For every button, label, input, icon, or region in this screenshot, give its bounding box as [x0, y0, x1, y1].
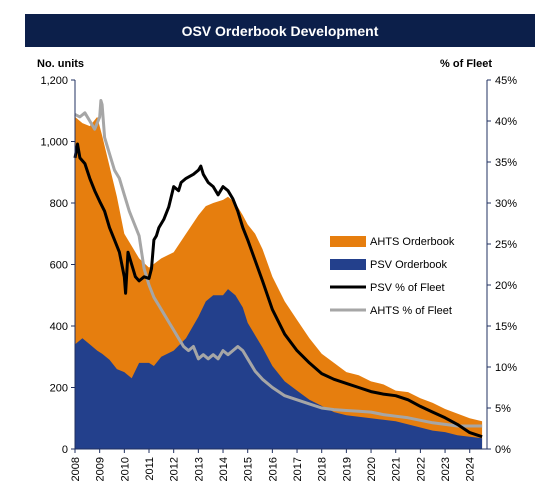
y-right-tick-label: 15%	[495, 321, 517, 333]
chart-title: OSV Orderbook Development	[25, 14, 535, 47]
x-tick-label: 2012	[169, 457, 181, 481]
x-tick-label: 2009	[95, 457, 107, 481]
y-right-tick-label: 20%	[495, 280, 517, 292]
y-left-tick-label: 800	[50, 198, 68, 210]
x-tick-label: 2023	[440, 457, 452, 481]
legend-label: PSV % of Fleet	[370, 282, 445, 294]
y-left-tick-label: 1,000	[40, 137, 68, 149]
x-tick-label: 2020	[366, 457, 378, 481]
x-tick-label: 2008	[70, 457, 82, 481]
y-right-tick-label: 10%	[495, 362, 517, 374]
x-tick-label: 2010	[119, 457, 131, 481]
y-right-tick-label: 25%	[495, 239, 517, 251]
legend-label: PSV Orderbook	[370, 259, 448, 271]
ahts-pct-line	[74, 99, 483, 428]
x-tick-label: 2022	[415, 457, 427, 481]
x-tick-label: 2013	[193, 457, 205, 481]
x-tick-label: 2016	[267, 457, 279, 481]
y-right-tick-label: 40%	[495, 116, 517, 128]
y-left-tick-label: 400	[50, 321, 68, 333]
x-tick-label: 2015	[243, 457, 255, 481]
legend-label: AHTS Orderbook	[370, 236, 455, 248]
y-left-tick-label: 1,200	[40, 75, 68, 87]
legend-label: AHTS % of Fleet	[370, 305, 452, 317]
y-right-tick-label: 35%	[495, 157, 517, 169]
y-right-axis-label: % of Fleet	[440, 58, 492, 70]
y-left-axis-label: No. units	[37, 58, 84, 70]
x-tick-label: 2021	[391, 457, 403, 481]
x-tick-label: 2011	[144, 457, 156, 481]
x-tick-label: 2017	[292, 457, 304, 481]
x-tick-label: 2024	[465, 457, 477, 481]
x-tick-label: 2019	[341, 457, 353, 481]
y-left-tick-label: 200	[50, 383, 68, 395]
x-tick-label: 2014	[218, 457, 230, 481]
legend-swatch	[330, 236, 366, 247]
y-left-tick-label: 600	[50, 260, 68, 272]
legend-swatch	[330, 259, 366, 270]
psv-pct-line	[73, 142, 483, 439]
psv-orderbook-area	[75, 289, 483, 449]
y-right-tick-label: 0%	[495, 444, 511, 456]
y-right-tick-label: 30%	[495, 198, 517, 210]
y-right-tick-label: 45%	[495, 75, 517, 87]
x-tick-label: 2018	[317, 457, 329, 481]
y-right-tick-label: 5%	[495, 403, 511, 415]
y-left-tick-label: 0	[62, 444, 68, 456]
